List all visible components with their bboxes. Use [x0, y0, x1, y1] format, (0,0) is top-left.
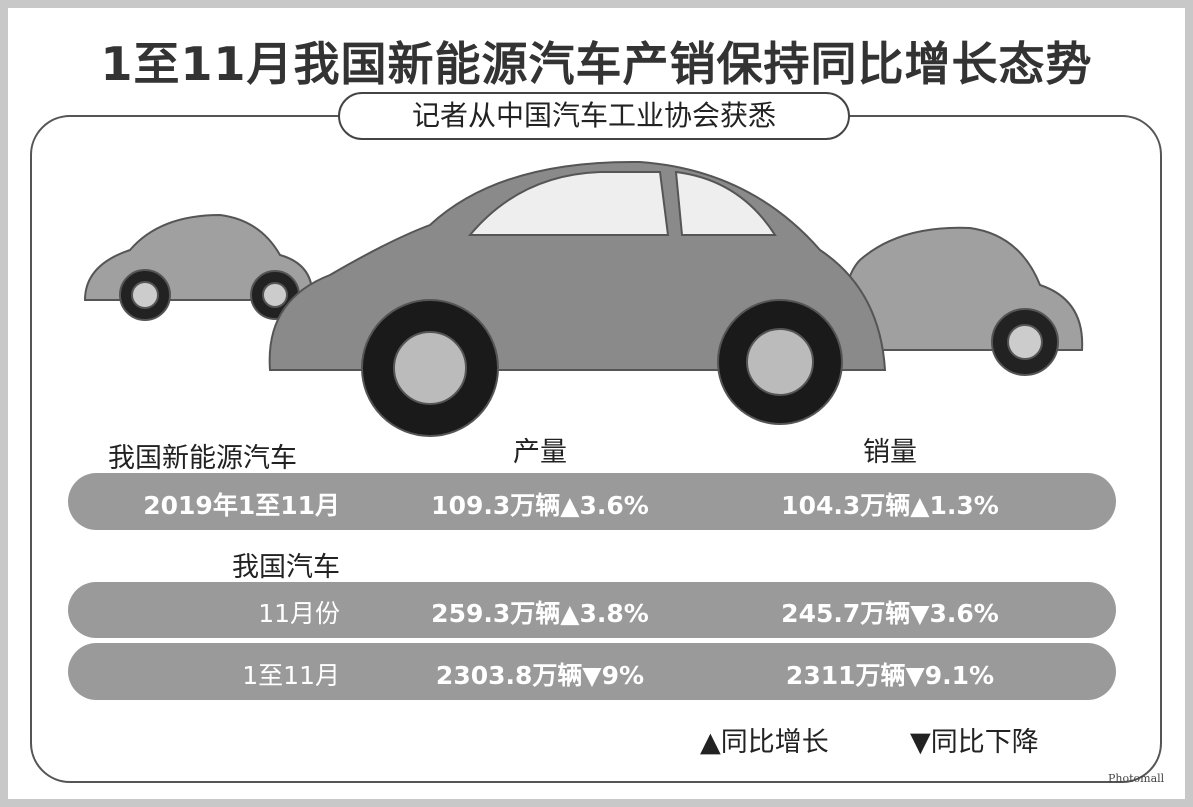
cell: 245.7万辆▼3.6% — [710, 594, 1070, 630]
row-label: 11月份 — [40, 594, 340, 630]
cell: 2311万辆▼9.1% — [710, 656, 1070, 692]
legend-item: ▼同比下降 — [910, 720, 1039, 759]
legend-item: ▲同比增长 — [700, 720, 829, 759]
watermark: Photomall — [1108, 772, 1164, 785]
cell: 259.3万辆▲3.8% — [360, 594, 720, 630]
cell: 109.3万辆▲3.6% — [360, 486, 720, 522]
title: 1至11月我国新能源汽车产销保持同比增长态势 — [0, 28, 1193, 94]
section-heading: 我国汽车 — [40, 545, 340, 584]
cell: 2303.8万辆▼9% — [360, 656, 720, 692]
column-header: 销量 — [710, 430, 1070, 469]
row-label: 2019年1至11月 — [40, 486, 340, 522]
column-header: 产量 — [360, 430, 720, 469]
page: 1至11月我国新能源汽车产销保持同比增长态势 记者从中国汽车工业协会获悉 我国新… — [0, 0, 1193, 807]
subtitle: 记者从中国汽车工业协会获悉 — [338, 92, 850, 140]
cell: 104.3万辆▲1.3% — [710, 486, 1070, 522]
section-heading: 我国新能源汽车 — [108, 436, 297, 475]
row-label: 1至11月 — [40, 656, 340, 692]
